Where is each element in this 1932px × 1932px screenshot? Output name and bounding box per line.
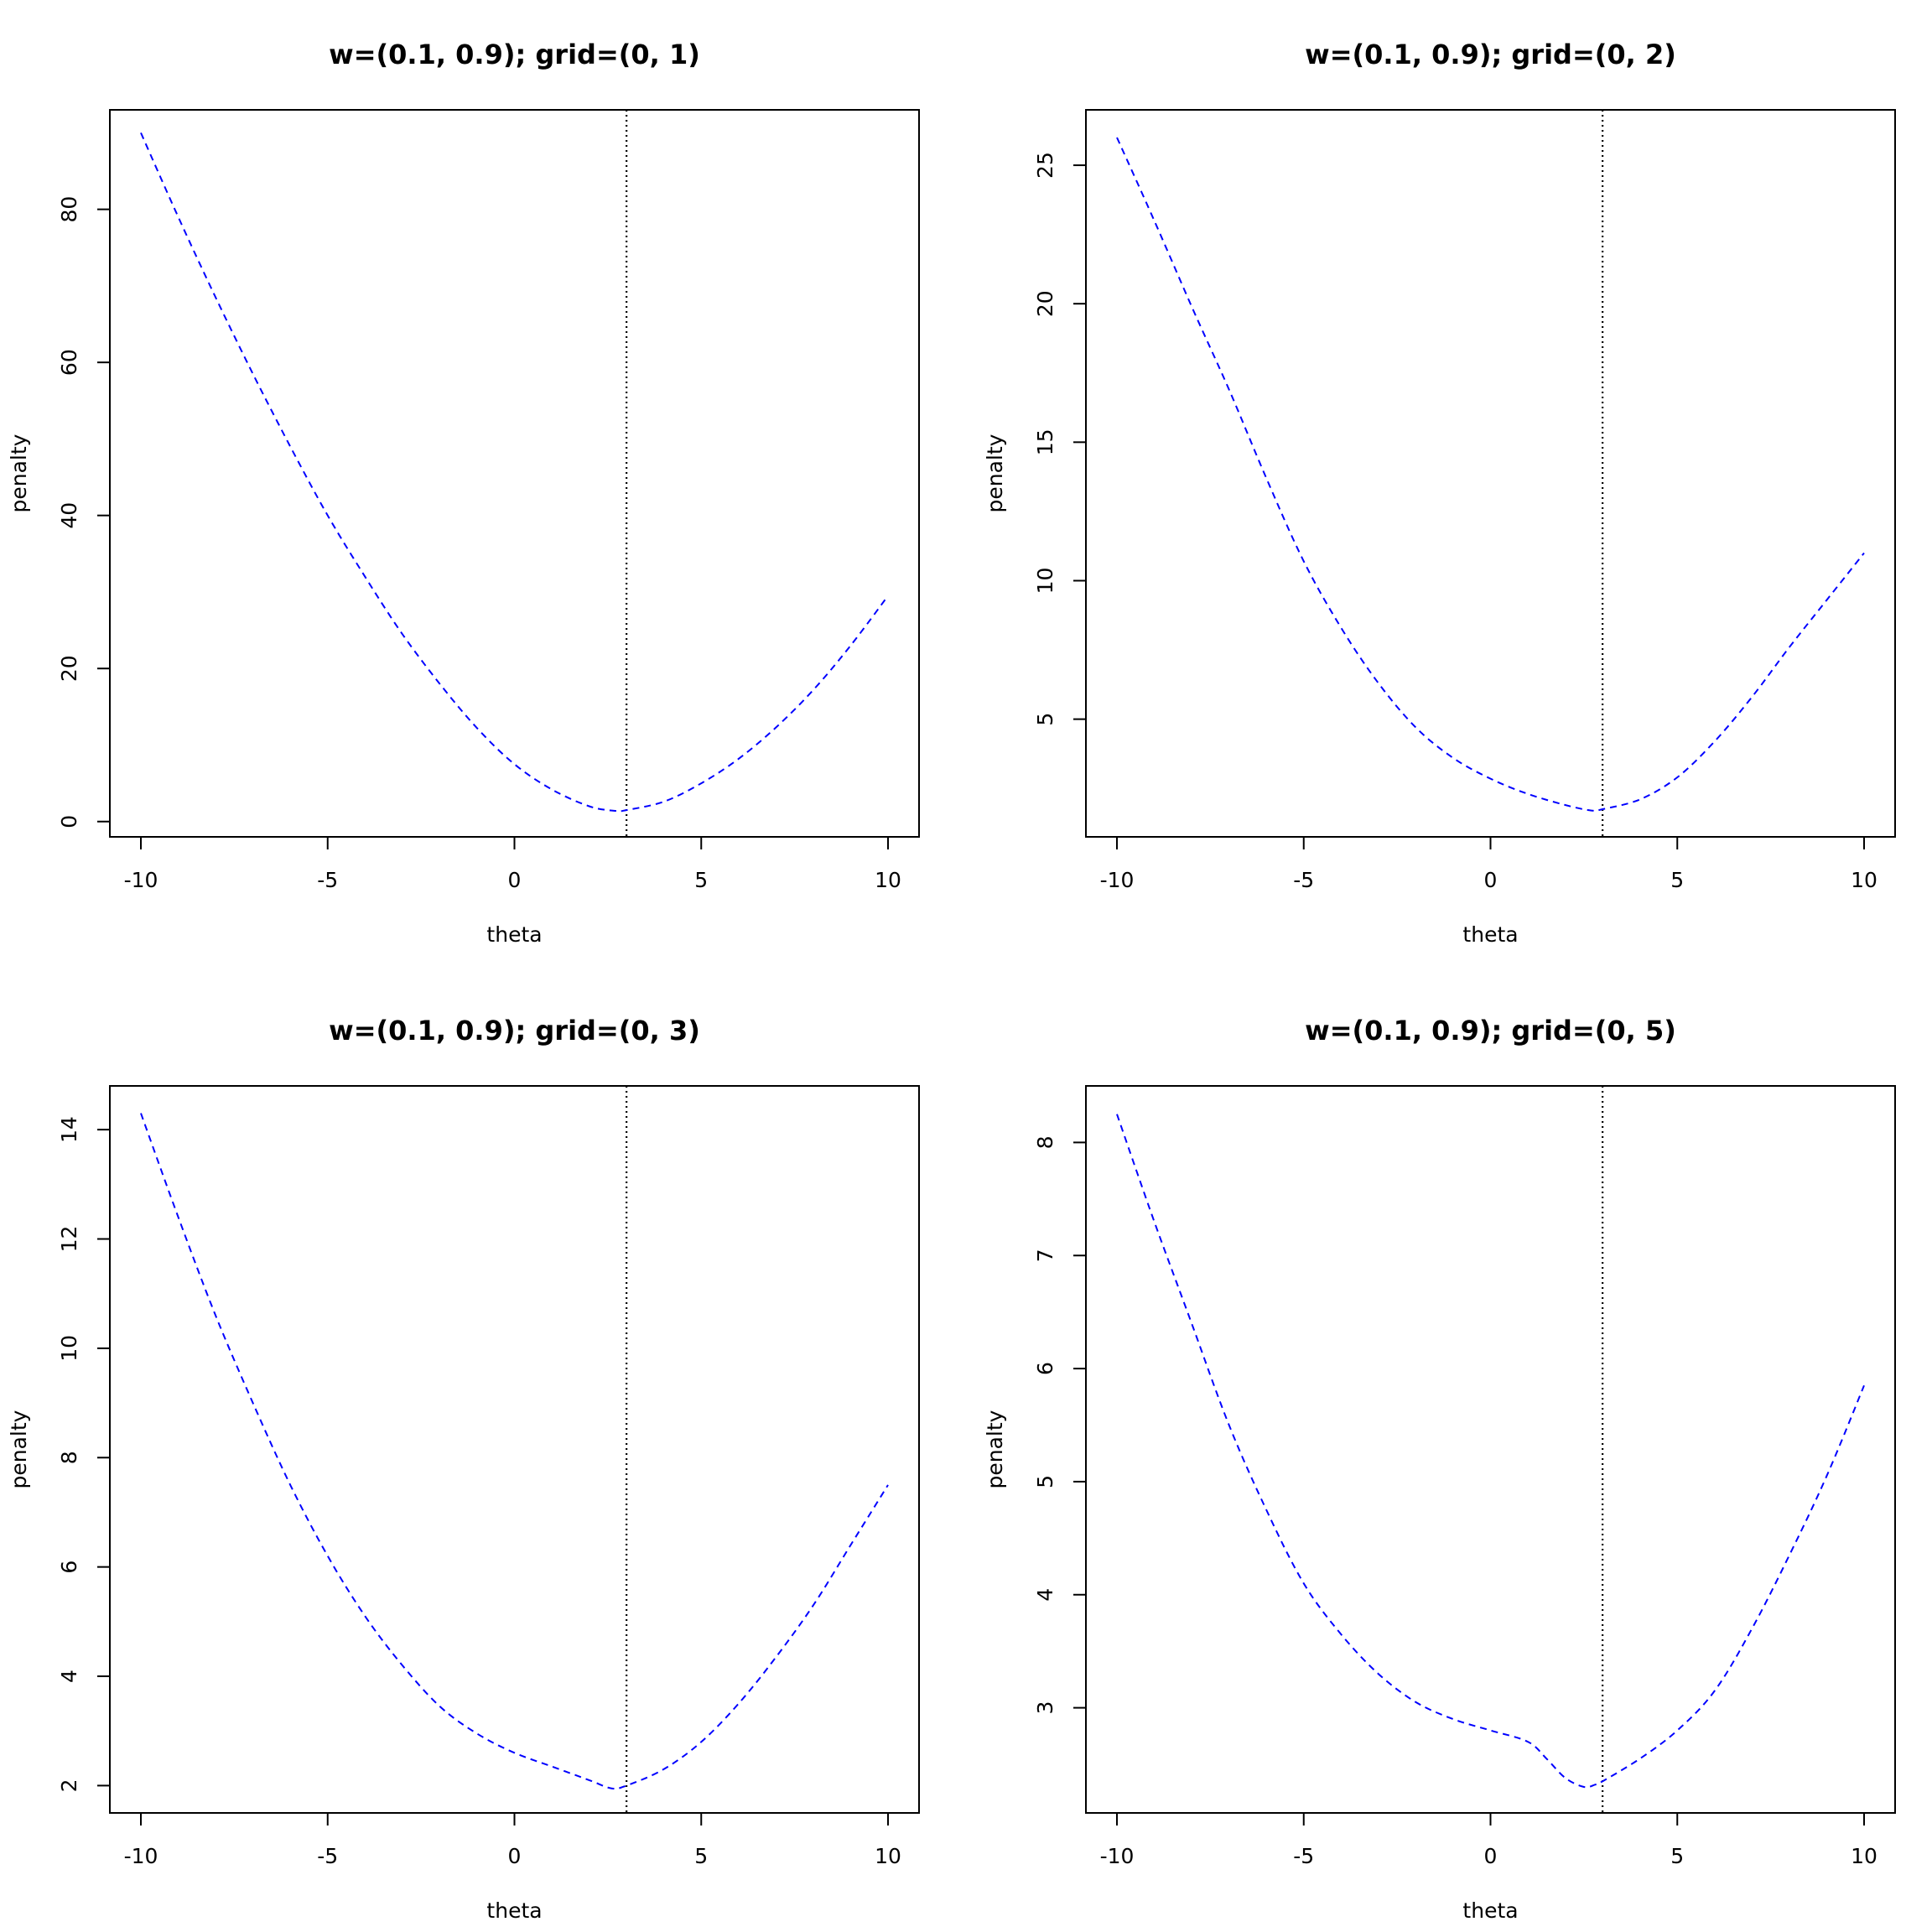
y-tick-label: 3 [1033, 1701, 1057, 1715]
penalty-curve [140, 132, 889, 813]
y-tick-label: 80 [57, 196, 81, 223]
penalty-curve [1116, 137, 1865, 813]
x-tick-label: 0 [508, 868, 522, 892]
x-axis-label: theta [1462, 922, 1518, 947]
x-tick-label: 10 [875, 1844, 901, 1868]
y-axis-label: penalty [983, 1410, 1007, 1488]
x-axis-label: theta [486, 922, 542, 947]
y-axis-label: penalty [983, 434, 1007, 512]
penalty-curve [1116, 1114, 1865, 1789]
y-tick-label: 4 [1033, 1588, 1057, 1602]
y-tick-label: 12 [57, 1226, 81, 1253]
panel-title: w=(0.1, 0.9); grid=(0, 1) [329, 39, 700, 70]
y-axis-label: penalty [7, 1410, 31, 1488]
y-tick-label: 2 [57, 1779, 81, 1792]
x-tick-label: -5 [317, 1844, 338, 1868]
panel-title: w=(0.1, 0.9); grid=(0, 5) [1305, 1015, 1676, 1046]
y-tick-label: 6 [1033, 1362, 1057, 1375]
panel-title: w=(0.1, 0.9); grid=(0, 2) [1305, 39, 1676, 70]
y-tick-label: 60 [57, 349, 81, 376]
y-tick-label: 15 [1033, 428, 1057, 455]
y-tick-label: 40 [57, 502, 81, 529]
y-tick-label: 25 [1033, 152, 1057, 179]
x-tick-label: 0 [1484, 1844, 1498, 1868]
panel-2: w=(0.1, 0.9); grid=(0, 2) -10 -5 0 5 10 5 10 15 2… [983, 39, 1896, 947]
panel-title: w=(0.1, 0.9); grid=(0, 3) [329, 1015, 700, 1046]
x-tick-label: 0 [1484, 868, 1498, 892]
plot-frame [1085, 109, 1896, 838]
x-tick-label: -10 [124, 868, 158, 892]
y-tick-label: 20 [57, 655, 81, 682]
y-tick-label: 10 [57, 1335, 81, 1362]
x-tick-label: -5 [1293, 868, 1314, 892]
y-tick-label: 8 [57, 1451, 81, 1464]
y-tick-label: 6 [57, 1561, 81, 1574]
x-tick-label: -10 [1100, 868, 1135, 892]
x-tick-label: -10 [1100, 1844, 1135, 1868]
y-tick-label: 5 [1033, 1475, 1057, 1488]
y-axis-label: penalty [7, 434, 31, 512]
x-tick-label: 5 [694, 868, 708, 892]
x-tick-label: 5 [694, 1844, 708, 1868]
x-tick-label: 0 [508, 1844, 522, 1868]
x-axis-label: theta [486, 1898, 542, 1923]
x-tick-label: 10 [1851, 868, 1877, 892]
x-tick-label: 5 [1670, 868, 1684, 892]
plot-frame [1085, 1085, 1896, 1814]
x-axis-label: theta [1462, 1898, 1518, 1923]
panel-3: w=(0.1, 0.9); grid=(0, 3) -10 -5 0 5 10 2 4 6 8 10… [7, 1015, 920, 1923]
x-tick-label: 10 [1851, 1844, 1877, 1868]
panel-1: w=(0.1, 0.9); grid=(0, 1) -10 -5 0 5 10 0 20 40 6… [7, 39, 920, 947]
y-tick-label: 20 [1033, 290, 1057, 317]
plot-frame [109, 1085, 920, 1814]
panel-4: w=(0.1, 0.9); grid=(0, 5) -10 -5 0 5 10 3 4 5 6 7 8… [983, 1015, 1896, 1923]
y-tick-label: 5 [1033, 713, 1057, 726]
y-tick-label: 14 [57, 1116, 81, 1143]
x-tick-label: 10 [875, 868, 901, 892]
x-tick-label: -5 [317, 868, 338, 892]
x-tick-label: 5 [1670, 1844, 1684, 1868]
y-tick-label: 7 [1033, 1249, 1057, 1262]
plot-frame [109, 109, 920, 838]
x-tick-label: -5 [1293, 1844, 1314, 1868]
y-tick-label: 8 [1033, 1135, 1057, 1149]
y-tick-label: 0 [57, 815, 81, 828]
x-tick-label: -10 [124, 1844, 158, 1868]
y-tick-label: 10 [1033, 568, 1057, 595]
y-tick-label: 4 [57, 1670, 81, 1683]
penalty-curve [140, 1113, 889, 1790]
